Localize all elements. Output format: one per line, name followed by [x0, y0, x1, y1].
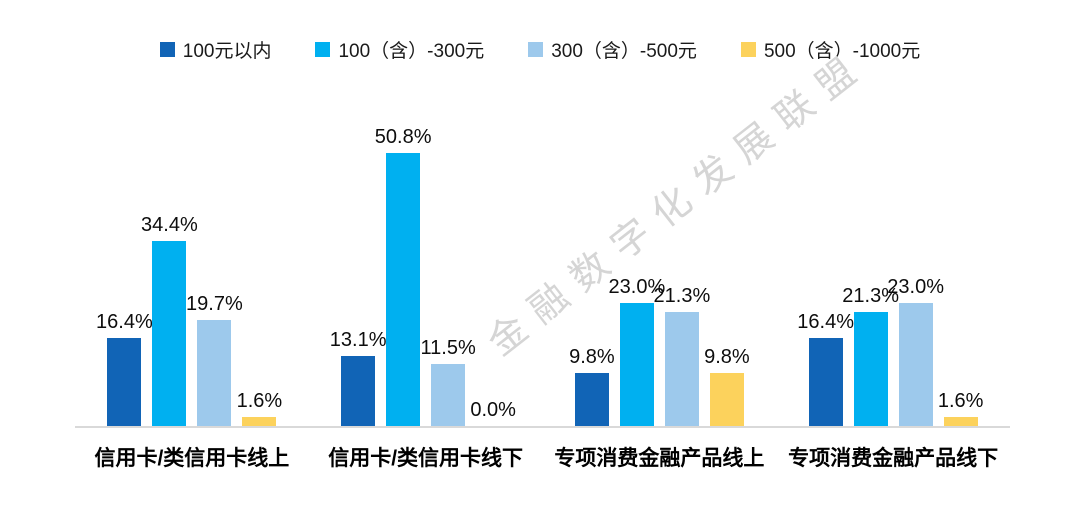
bar-column: 0.0% — [470, 398, 516, 426]
bar-group: 9.8% 23.0% 21.3% 9.8% — [543, 120, 777, 426]
bar — [197, 320, 232, 426]
bar-group: 13.1% 50.8% 11.5% 0.0% — [309, 120, 543, 426]
bar — [242, 417, 277, 426]
legend-label: 300（含）-500元 — [551, 41, 697, 62]
bar — [431, 364, 466, 426]
legend-label: 100元以内 — [182, 41, 272, 62]
bar-value-label: 1.6% — [937, 390, 984, 413]
legend-label: 500（含）-1000元 — [763, 41, 921, 62]
bar-column: 21.3% — [842, 284, 899, 426]
bar — [709, 373, 744, 426]
category-cell: 专项消费金融产品线上 — [543, 442, 777, 472]
bar-value-label: 23.0% — [887, 275, 944, 298]
bar-value-label: 19.7% — [186, 293, 243, 316]
bar-column: 13.1% — [330, 328, 386, 426]
bar-column: 21.3% — [654, 284, 710, 426]
bar-value-label: 23.0% — [608, 275, 666, 298]
category-label: 专项消费金融产品线下 — [788, 447, 999, 470]
bar-column: 16.4% — [96, 310, 153, 426]
legend-item: 100（含）-300元 — [315, 36, 484, 63]
bar-column: 23.0% — [887, 275, 944, 426]
legend-swatch — [159, 42, 175, 57]
bar-cluster: 16.4% 21.3% 23.0% 1.6% — [797, 275, 983, 426]
bar-column: 50.8% — [375, 125, 431, 426]
bar-cluster: 16.4% 34.4% 19.7% 1.6% — [96, 213, 282, 426]
legend-swatch — [315, 42, 331, 57]
category-label: 专项消费金融产品线上 — [554, 447, 765, 470]
bar — [107, 337, 142, 426]
bar — [574, 373, 609, 426]
bar — [943, 417, 978, 426]
bar-column: 9.8% — [704, 345, 750, 426]
bar-column: 23.0% — [609, 275, 665, 426]
bar-column: 1.6% — [237, 389, 282, 426]
legend-label: 100（含）-300元 — [338, 41, 485, 62]
legend-item: 100元以内 — [159, 36, 272, 63]
bar — [619, 302, 654, 426]
legend-swatch — [740, 42, 756, 57]
bar-column: 1.6% — [938, 389, 983, 426]
bar-value-label: 13.1% — [329, 328, 387, 351]
bar-value-label: 9.8% — [704, 346, 750, 369]
bar-value-label: 9.8% — [569, 346, 615, 369]
bar — [386, 153, 421, 426]
bar — [853, 311, 888, 426]
x-axis-line — [75, 426, 1010, 428]
bar — [808, 337, 843, 426]
legend-item: 300（含）-500元 — [528, 36, 697, 63]
category-cell: 信用卡/类信用卡线下 — [309, 442, 543, 472]
bar-value-label: 21.3% — [653, 284, 711, 307]
bar-column: 19.7% — [186, 292, 243, 426]
bar-value-label: 0.0% — [470, 399, 516, 421]
category-label: 信用卡/类信用卡线上 — [94, 447, 290, 470]
category-label: 信用卡/类信用卡线下 — [328, 447, 524, 470]
bar-cluster: 9.8% 23.0% 21.3% 9.8% — [569, 275, 750, 426]
legend-swatch — [528, 42, 544, 57]
bar — [898, 302, 933, 426]
bar-value-label: 34.4% — [141, 214, 198, 237]
bar-column: 9.8% — [569, 345, 615, 426]
category-cell: 信用卡/类信用卡线上 — [75, 442, 309, 472]
bar-value-label: 16.4% — [96, 310, 153, 333]
bar-value-label: 50.8% — [374, 126, 432, 149]
bar-column: 34.4% — [141, 213, 198, 426]
legend-item: 500（含）-1000元 — [740, 36, 921, 63]
bar-chart: 16.4% 34.4% 19.7% 1.6% 13.1% 50.8% 11.5% 0.0% 9.… — [75, 120, 1010, 472]
bar-group: 16.4% 21.3% 23.0% 1.6% — [776, 120, 1010, 426]
bar-value-label: 21.3% — [842, 284, 899, 307]
bar-group: 16.4% 34.4% 19.7% 1.6% — [75, 120, 309, 426]
bar — [152, 241, 187, 426]
bar — [341, 355, 376, 426]
bar-value-label: 1.6% — [236, 390, 283, 413]
bar-column: 11.5% — [421, 336, 476, 426]
category-cell: 专项消费金融产品线下 — [776, 442, 1010, 472]
category-row: 信用卡/类信用卡线上 信用卡/类信用卡线下 专项消费金融产品线上 专项消费金融产品线下 — [75, 442, 1010, 472]
bar-value-label: 11.5% — [420, 337, 476, 360]
bar-value-label: 16.4% — [797, 310, 854, 333]
legend: 100元以内 100（含）-300元 300（含）-500元 500（含）-1000元 — [0, 36, 1080, 63]
plot: 16.4% 34.4% 19.7% 1.6% 13.1% 50.8% 11.5% 0.0% 9.… — [75, 120, 1010, 426]
bar-column: 16.4% — [797, 310, 854, 426]
bar-cluster: 13.1% 50.8% 11.5% 0.0% — [330, 125, 516, 426]
bar — [664, 311, 699, 426]
